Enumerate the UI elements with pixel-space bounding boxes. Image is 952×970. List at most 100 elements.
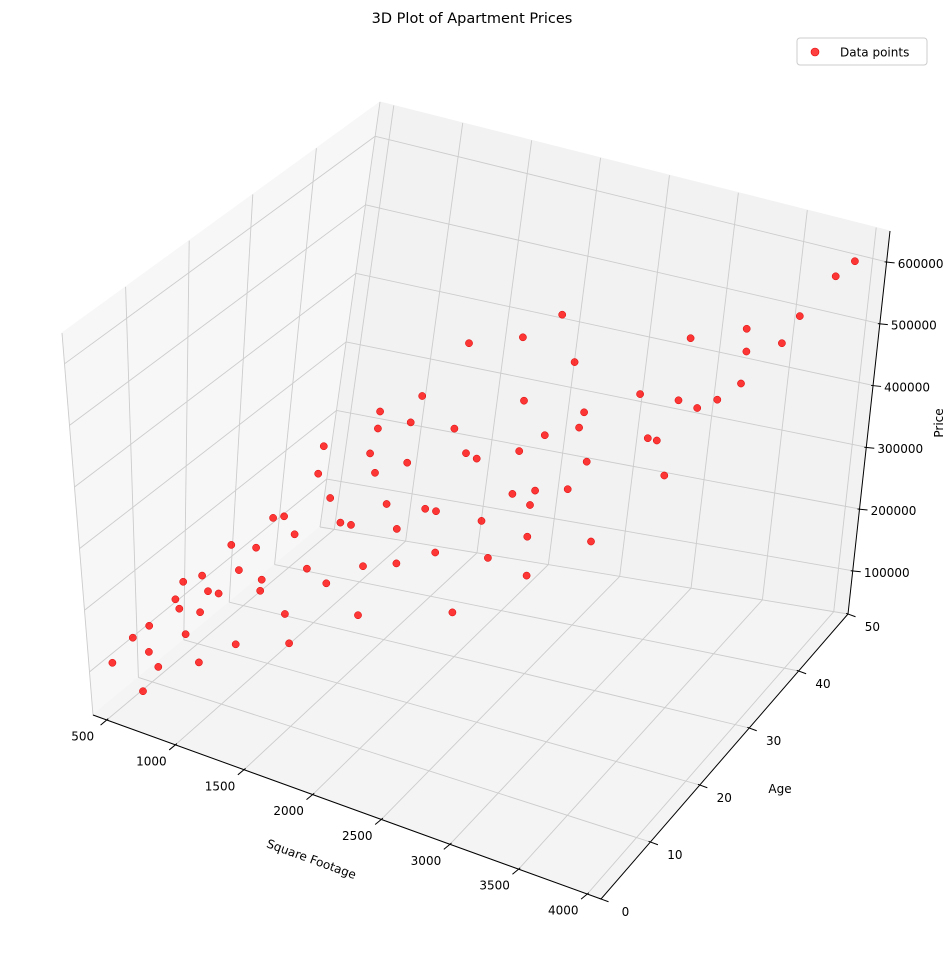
x-tick — [374, 817, 384, 825]
data-point — [319, 442, 328, 451]
data-point — [181, 630, 190, 639]
data-point — [326, 494, 335, 502]
gridline-y-floor — [229, 601, 750, 729]
data-point — [831, 272, 840, 281]
gridline-y-left — [319, 101, 381, 528]
x-tick-label: 500 — [71, 730, 94, 744]
gridline-x-back — [333, 105, 395, 530]
data-point — [392, 559, 401, 568]
gridline-x-back — [476, 140, 533, 553]
x-tick-label: 2000 — [273, 804, 304, 818]
data-point — [540, 431, 549, 440]
gridline-y-floor — [274, 564, 799, 672]
y-tick-label: 10 — [667, 848, 682, 862]
data-point — [643, 434, 652, 443]
data-point — [522, 571, 531, 580]
data-point — [432, 507, 440, 516]
y-tick-label: 50 — [865, 620, 880, 634]
z-tick — [850, 570, 861, 573]
gridline-x-back — [833, 227, 877, 612]
pane-back — [319, 101, 891, 615]
gridline-z-back — [355, 272, 874, 386]
z-tick-label: 300000 — [877, 442, 923, 456]
data-point — [742, 347, 751, 356]
data-point — [198, 571, 206, 580]
data-point — [392, 525, 401, 533]
gridline-y-floor — [183, 639, 700, 786]
gridline-x-floor — [243, 552, 478, 771]
data-point — [175, 604, 184, 613]
y-tick — [648, 840, 659, 846]
data-point — [145, 621, 154, 630]
x-tick — [512, 867, 521, 875]
data-point — [252, 543, 260, 552]
x-tick — [443, 842, 452, 850]
z-tick-label: 400000 — [884, 380, 930, 394]
x-axis-label: Square Footage — [265, 837, 358, 882]
data-point — [693, 404, 702, 412]
data-point — [128, 633, 137, 642]
data-point — [526, 501, 534, 509]
data-point — [520, 396, 528, 405]
y-tick-label: 0 — [622, 905, 630, 919]
data-point — [519, 333, 527, 342]
data-point — [257, 575, 266, 584]
data-point — [580, 408, 588, 417]
data-point — [515, 447, 524, 455]
z-tick — [857, 508, 868, 511]
z-tick — [871, 384, 882, 387]
chart-gridlines — [61, 101, 887, 900]
data-point — [431, 548, 440, 557]
data-point — [450, 424, 459, 433]
data-point — [145, 648, 153, 656]
data-point — [354, 611, 362, 620]
gridline-z-left — [79, 341, 347, 550]
data-point — [214, 589, 223, 598]
data-point — [281, 610, 289, 618]
gridline-z-left — [89, 478, 328, 673]
z-tick — [877, 323, 888, 326]
x-tick — [237, 768, 246, 776]
z-tick-label: 100000 — [864, 566, 910, 580]
data-point — [570, 358, 579, 366]
data-point — [465, 339, 473, 348]
data-point — [269, 514, 277, 522]
data-point — [322, 579, 331, 588]
data-point — [421, 504, 430, 513]
gridline-z-back — [326, 478, 853, 572]
gridline-y-left — [125, 286, 139, 678]
gridline-x-back — [690, 192, 739, 589]
data-point — [531, 486, 539, 495]
gridline-z-left — [64, 135, 376, 365]
data-point — [795, 312, 804, 320]
gridline-y-left — [61, 332, 94, 716]
data-point — [403, 458, 412, 467]
data-point — [582, 457, 591, 466]
data-point — [462, 449, 470, 458]
data-point — [686, 334, 695, 343]
y-tick — [747, 726, 757, 732]
data-point — [563, 485, 572, 494]
data-point — [303, 564, 311, 573]
data-point — [374, 424, 382, 433]
x-axis-line — [92, 714, 602, 900]
gridline-z-back — [365, 204, 880, 325]
gridline-x-floor — [586, 611, 835, 895]
legend-marker — [810, 47, 820, 57]
data-point — [587, 537, 595, 546]
data-point — [778, 339, 786, 348]
gridline-x-floor — [518, 599, 763, 870]
x-tick-label: 3500 — [479, 879, 510, 893]
data-point — [371, 468, 379, 477]
x-tick — [580, 892, 590, 900]
z-tick — [864, 446, 875, 449]
data-point — [171, 595, 180, 604]
x-tick-label: 1000 — [136, 754, 167, 768]
z-tick-label: 600000 — [898, 257, 944, 271]
data-point — [235, 566, 243, 574]
legend-frame — [796, 37, 928, 66]
x-tick — [168, 743, 178, 751]
data-point — [227, 541, 236, 549]
